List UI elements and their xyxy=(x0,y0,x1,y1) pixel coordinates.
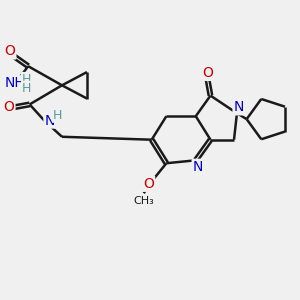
Text: H: H xyxy=(22,82,32,95)
Text: N: N xyxy=(233,100,244,114)
Text: CH₃: CH₃ xyxy=(133,196,154,206)
Text: O: O xyxy=(4,100,14,114)
Text: H: H xyxy=(53,109,62,122)
Text: O: O xyxy=(143,177,154,191)
Text: H: H xyxy=(22,73,32,86)
Text: N: N xyxy=(44,114,55,128)
Text: O: O xyxy=(4,44,15,58)
Text: N: N xyxy=(193,160,203,174)
Text: O: O xyxy=(202,66,213,80)
Text: NH: NH xyxy=(4,76,25,90)
